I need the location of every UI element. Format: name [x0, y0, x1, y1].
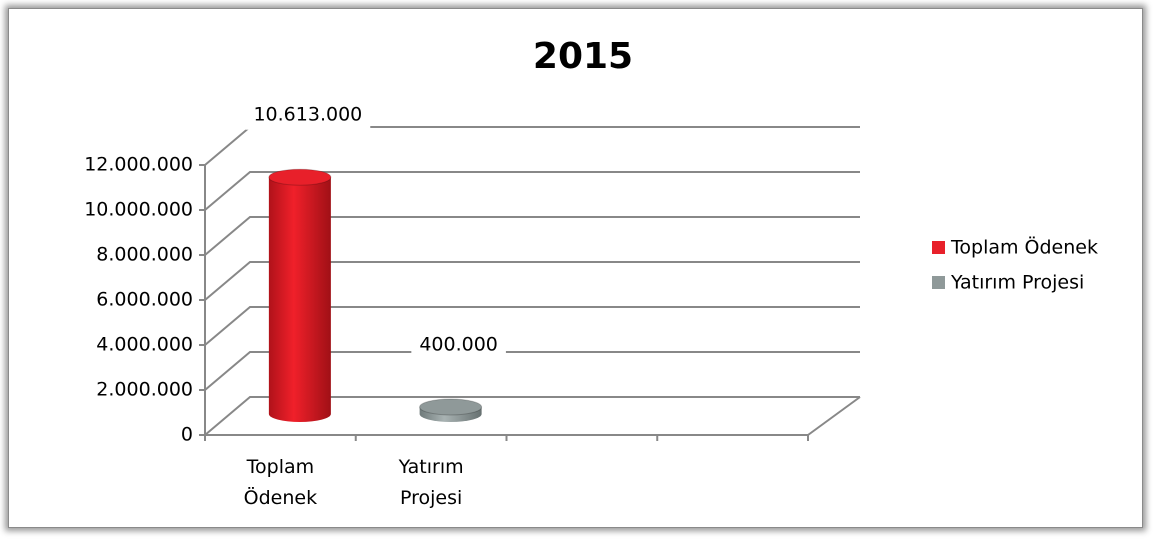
- label-bg: [411, 329, 506, 360]
- bar-body: [268, 177, 331, 422]
- legend-label: Yatırım Projesi: [950, 272, 1084, 294]
- grid-line: [204, 171, 860, 211]
- bar: [419, 398, 483, 422]
- y-tick-label: 4.000.000: [96, 334, 193, 356]
- y-tick-label: 8.000.000: [96, 244, 193, 266]
- y-tick-label: 0: [181, 424, 193, 446]
- legend-swatch: [932, 241, 945, 254]
- grid-line: [204, 396, 860, 436]
- chart-title: 2015: [533, 36, 633, 77]
- grid-line: [204, 351, 860, 391]
- bar: [268, 168, 332, 422]
- x-tick-label: Yatırım Projesi: [398, 456, 464, 509]
- bar-top: [419, 398, 483, 416]
- floor-edge: [807, 396, 861, 436]
- legend-label: Toplam Ödenek: [950, 236, 1098, 259]
- y-tick-label: 12.000.000: [84, 154, 193, 176]
- legend-swatch: [932, 276, 945, 289]
- label-bg: [245, 99, 371, 130]
- grid-line: [204, 126, 860, 166]
- y-tick-label: 2.000.000: [96, 379, 193, 401]
- x-tick-label: Toplam Ödenek: [243, 456, 318, 509]
- grid-line: [204, 261, 860, 301]
- grid-line: [204, 306, 860, 346]
- grid-line: [204, 216, 860, 256]
- y-tick-label: 6.000.000: [96, 289, 193, 311]
- y-tick-label: 10.000.000: [84, 199, 193, 221]
- value-label: 400.000: [419, 334, 498, 356]
- bar-top: [268, 168, 332, 186]
- value-label: 10.613.000: [253, 104, 362, 126]
- chart-frame: [8, 8, 1143, 528]
